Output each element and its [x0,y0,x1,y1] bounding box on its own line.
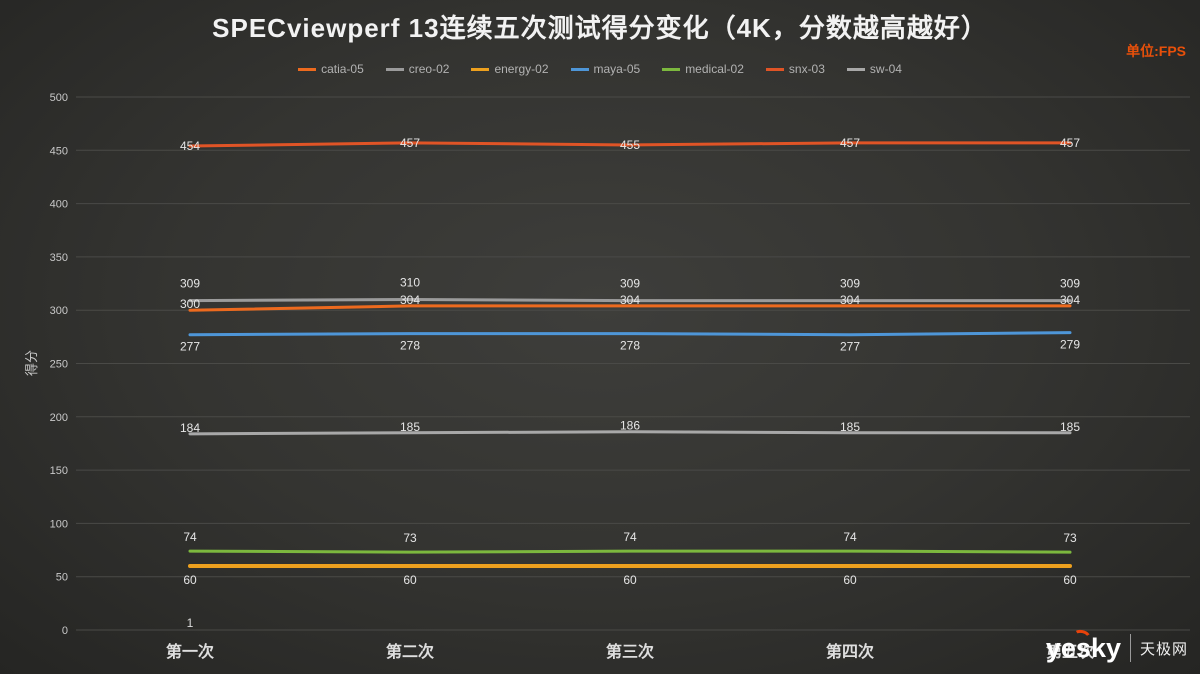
data-label-medical-02: 74 [843,530,857,544]
line-creo-02 [188,298,1072,303]
y-tick-label: 350 [50,252,68,264]
line-sw-04 [188,430,1072,436]
data-label-creo-02: 309 [1060,277,1080,291]
x-tick-label: 第三次 [606,642,654,661]
data-label-maya-05: 278 [400,339,420,353]
line-medical-02 [188,549,1072,554]
data-label-creo-02: 309 [180,277,200,291]
legend-label: medical-02 [685,62,744,76]
data-label-snx-03: 455 [620,138,640,152]
legend-swatch-creo-02 [385,67,404,71]
legend-item-creo-02: creo-02 [385,62,450,76]
y-tick-label: 450 [50,145,68,157]
line-maya-05 [188,331,1072,337]
data-label-sw-04: 185 [840,420,860,434]
data-label-medical-02: 74 [623,530,637,544]
legend-label: energy-02 [494,62,549,76]
data-label-medical-02: 73 [1063,531,1077,545]
legend-swatch-maya-05 [570,67,589,71]
legend-label: catia-05 [321,62,364,76]
legend-swatch-medical-02 [662,67,681,71]
data-label-creo-02: 310 [400,276,420,290]
legend-item-snx-03: snx-03 [765,62,825,76]
x-tick-label: 第四次 [826,642,874,661]
data-label-energy-02: 60 [183,573,197,587]
y-tick-label: 250 [50,359,68,371]
data-label-catia-05: 304 [620,293,640,307]
data-label-sw-04: 185 [1060,420,1080,434]
legend-item-sw-04: sw-04 [846,62,902,76]
data-label-catia-05: 300 [180,297,200,311]
legend-label: snx-03 [788,62,825,76]
data-label-snx-03: 457 [840,136,860,150]
legend-item-maya-05: maya-05 [570,62,641,76]
legend-item-medical-02: medical-02 [662,62,744,76]
x-tick-label: 第二次 [386,642,434,661]
legend-label: sw-04 [869,62,902,76]
line-snx-03 [188,141,1072,148]
data-label-medical-02: 73 [403,531,417,545]
y-tick-label: 150 [50,465,68,477]
data-label-medical-02: 74 [183,530,197,544]
unit-label: 单位:FPS [1126,43,1186,59]
data-label-energy-02: 60 [623,573,637,587]
data-label-creo-02: 309 [840,277,860,291]
yesky-logo: yesky 天极网 [1045,627,1188,663]
y-tick-label: 500 [50,92,68,104]
data-label-snx-03: 454 [180,139,200,153]
y-tick-label: 200 [50,412,68,424]
legend-swatch-energy-02 [471,67,490,71]
legend-item-catia-05: catia-05 [298,62,364,76]
data-label-energy-02: 60 [843,573,857,587]
y-tick-label: 300 [50,305,68,317]
legend-swatch-catia-05 [298,67,317,71]
legend-label: maya-05 [593,62,641,76]
legend: catia-05 creo-02 energy-02 maya-05 medical-0… [0,62,1200,76]
y-tick-label: 100 [50,518,68,530]
x-tick-label: 第五次 [1046,642,1094,661]
y-tick-label: 400 [50,199,68,211]
data-label-maya-05: 278 [620,339,640,353]
data-label-snx-03: 457 [1060,136,1080,150]
x-tick-label: 第一次 [166,642,214,661]
yesky-brand: yesky [1045,632,1121,663]
logo-divider [1129,634,1131,662]
data-label-catia-05: 304 [1060,293,1080,307]
y-tick-label: 0 [62,625,68,637]
data-label-sw-04: 186 [620,419,640,433]
data-label-catia-05: 304 [400,293,420,307]
data-label-energy-02: 60 [1063,573,1077,587]
legend-item-energy-02: energy-02 [471,62,549,76]
y-axis-title: 得分 [24,350,39,376]
data-label-creo-02: 309 [620,277,640,291]
legend-swatch-sw-04 [846,67,865,71]
data-label-sw-04: 185 [400,420,420,434]
legend-swatch-snx-03 [765,67,784,71]
data-label-maya-05: 277 [180,340,200,354]
chart-title: SPECviewperf 13连续五次测试得分变化（4K，分数越高越好） [212,13,988,43]
line-catia-05 [188,304,1072,312]
stray-label: 1 [187,616,194,630]
data-label-maya-05: 277 [840,340,860,354]
data-label-catia-05: 304 [840,293,860,307]
data-label-sw-04: 184 [180,421,200,435]
yesky-logo-text: yesky [1045,627,1121,663]
data-label-energy-02: 60 [403,573,417,587]
data-label-maya-05: 279 [1060,338,1080,352]
data-label-snx-03: 457 [400,136,420,150]
legend-label: creo-02 [408,62,450,76]
y-tick-label: 50 [56,572,68,584]
yesky-site-name: 天极网 [1139,640,1188,658]
